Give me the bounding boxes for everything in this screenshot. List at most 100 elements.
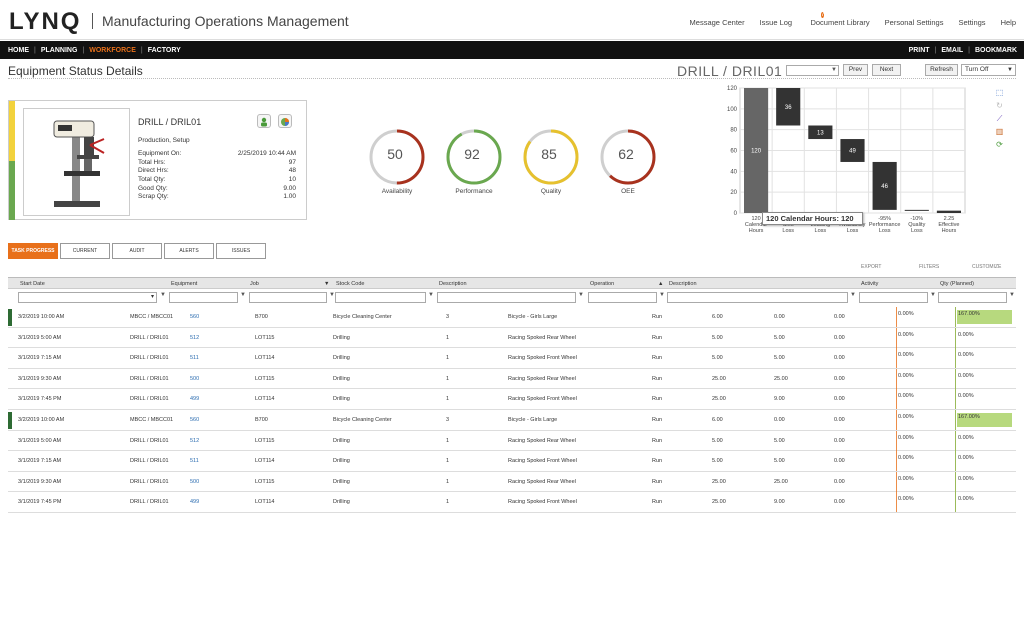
column-header[interactable]: Start Date bbox=[20, 281, 45, 287]
table-row[interactable]: 3/1/2019 7:45 PM DRILL / DRIL01 499 LOT114 D… bbox=[8, 492, 1016, 513]
nav-factory[interactable]: FACTORY bbox=[147, 46, 181, 54]
tab-issues[interactable]: ISSUES bbox=[216, 243, 266, 259]
column-header[interactable]: Job bbox=[250, 281, 259, 287]
next-button[interactable]: Next bbox=[872, 64, 901, 76]
table-row[interactable]: 3/2/2019 10:00 AM MBCC / MBCC01 560 B700 Bic… bbox=[8, 409, 1016, 431]
filter-stock-code[interactable] bbox=[335, 292, 426, 303]
cell-qty: 1 bbox=[446, 334, 450, 341]
filter-icon[interactable]: ▼ bbox=[930, 292, 936, 298]
cell-equip: DRILL / DRIL01 bbox=[130, 396, 169, 403]
cell-eqid[interactable]: 512 bbox=[190, 437, 200, 444]
filter-start-date[interactable]: ▾ bbox=[18, 292, 157, 303]
loop-icon[interactable]: ↻ bbox=[996, 101, 1003, 110]
table-row[interactable]: 3/2/2019 10:00 AM MBCC / MBCC01 560 B700 Bic… bbox=[8, 307, 1016, 328]
document-library-link[interactable]: Document Library bbox=[810, 18, 870, 27]
cell-eqid[interactable]: 512 bbox=[190, 334, 200, 341]
bookmark-link[interactable]: BOOKMARK bbox=[975, 46, 1017, 54]
column-header[interactable]: Description bbox=[669, 281, 697, 287]
nav-planning[interactable]: PLANNING bbox=[40, 46, 78, 54]
filter-icon[interactable]: ▼ bbox=[1009, 292, 1015, 298]
column-header[interactable]: Stock Code bbox=[336, 281, 365, 287]
table-row[interactable]: 3/1/2019 5:00 AM DRILL / DRIL01 512 LOT115 D… bbox=[8, 430, 1016, 452]
column-header[interactable]: Equipment bbox=[171, 281, 198, 287]
filter-operation[interactable] bbox=[588, 292, 657, 303]
equipment-status: Production, Setup bbox=[138, 137, 190, 144]
cell-eqid[interactable]: 560 bbox=[190, 314, 200, 320]
filter-activity[interactable] bbox=[859, 292, 928, 303]
tab-current[interactable]: CURRENT bbox=[60, 243, 110, 259]
cell-b: 5.00 bbox=[774, 355, 785, 362]
app-logo[interactable]: LYNQ bbox=[9, 8, 82, 35]
cell-b: 0.00 bbox=[774, 314, 785, 320]
column-header[interactable]: Description bbox=[439, 281, 467, 287]
prev-button[interactable]: Prev bbox=[843, 64, 868, 76]
filter-icon[interactable]: ▼ bbox=[428, 292, 434, 298]
filter-icon[interactable]: ▼ bbox=[850, 292, 856, 298]
filter-icon[interactable]: ▼ bbox=[160, 292, 166, 298]
filter-icon[interactable]: ▼ bbox=[329, 292, 335, 298]
filter-icon[interactable]: ▼ bbox=[578, 292, 584, 298]
cell-eqid[interactable]: 499 bbox=[190, 396, 200, 403]
column-header[interactable]: Activity bbox=[861, 281, 879, 287]
equipment-select[interactable]: ▼ bbox=[786, 65, 839, 76]
waterfall-bar bbox=[840, 139, 865, 162]
filters-link[interactable]: FILTERS bbox=[919, 264, 940, 270]
cell-eqid[interactable]: 511 bbox=[190, 355, 199, 362]
issue-log-link[interactable]: Issue Log 7 bbox=[760, 12, 825, 29]
cell-eqid[interactable]: 560 bbox=[190, 416, 200, 423]
cell-a: 25.00 bbox=[712, 396, 726, 403]
refresh-button[interactable]: Refresh bbox=[925, 64, 958, 76]
tab-audit[interactable]: AUDIT bbox=[112, 243, 162, 259]
filter-job[interactable] bbox=[249, 292, 327, 303]
sort-icon[interactable]: ▼ bbox=[324, 281, 330, 287]
sort-icon[interactable]: ▲ bbox=[658, 281, 664, 287]
gauge-label: OEE bbox=[621, 188, 635, 195]
cell-eqid[interactable]: 499 bbox=[190, 499, 200, 506]
stat-label: Total Hrs: bbox=[138, 158, 166, 166]
table-row[interactable]: 3/1/2019 9:30 AM DRILL / DRIL01 500 LOT115 D… bbox=[8, 368, 1016, 390]
table-row[interactable]: 3/1/2019 7:15 AM DRILL / DRIL01 511 LOT114 D… bbox=[8, 348, 1016, 369]
operator-icon[interactable] bbox=[257, 114, 271, 128]
customize-link[interactable]: CUSTOMIZE bbox=[972, 264, 1002, 270]
message-center-link[interactable]: Message Center bbox=[689, 18, 745, 27]
cell-eqid[interactable]: 500 bbox=[190, 478, 200, 485]
pie-chart-icon[interactable] bbox=[278, 114, 292, 128]
column-header[interactable]: Qty (Planned) bbox=[940, 281, 974, 287]
filter-icon[interactable]: ▼ bbox=[240, 292, 246, 298]
filter-description[interactable] bbox=[437, 292, 576, 303]
filter-equipment[interactable] bbox=[169, 292, 238, 303]
filter-icon[interactable]: ▼ bbox=[659, 292, 665, 298]
status-bar-top bbox=[9, 101, 15, 161]
personal-settings-link[interactable]: Personal Settings bbox=[884, 18, 944, 27]
export-link[interactable]: EXPORT bbox=[861, 264, 882, 270]
gauge-label: Quality bbox=[540, 188, 562, 195]
cell-eqid[interactable]: 511 bbox=[190, 458, 199, 465]
select-icon[interactable]: ⬚ bbox=[995, 88, 1004, 97]
auto-refresh-select[interactable]: Turn Off ▼ bbox=[961, 64, 1016, 76]
table-row[interactable]: 3/1/2019 7:15 AM DRILL / DRIL01 511 LOT114 D… bbox=[8, 451, 1016, 472]
cell-a: 6.00 bbox=[712, 314, 723, 320]
refresh-icon[interactable]: ⟳ bbox=[996, 140, 1003, 149]
tab-alerts[interactable]: ALERTS bbox=[164, 243, 214, 259]
cell-a: 25.00 bbox=[712, 478, 726, 485]
nav-divider: | bbox=[34, 46, 36, 54]
print-link[interactable]: PRINT bbox=[908, 46, 930, 54]
cell-eqid[interactable]: 500 bbox=[190, 375, 200, 382]
nav-home[interactable]: HOME bbox=[8, 46, 29, 54]
tab-task-progress[interactable]: TASK PROGRESS bbox=[8, 243, 58, 259]
nav-workforce[interactable]: WORKFORCE bbox=[89, 46, 136, 54]
table-row[interactable]: 3/1/2019 5:00 AM DRILL / DRIL01 512 LOT115 D… bbox=[8, 327, 1016, 349]
email-link[interactable]: EMAIL bbox=[941, 46, 964, 54]
drill-press-icon bbox=[53, 120, 105, 207]
filter-qty-planned[interactable] bbox=[938, 292, 1007, 303]
bar-chart-icon[interactable]: ▥ bbox=[995, 127, 1004, 136]
help-link[interactable]: Help bbox=[1000, 18, 1016, 27]
table-row[interactable]: 3/1/2019 9:30 AM DRILL / DRIL01 500 LOT115 D… bbox=[8, 471, 1016, 493]
table-row[interactable]: 3/1/2019 7:45 PM DRILL / DRIL01 499 LOT114 D… bbox=[8, 389, 1016, 410]
settings-link[interactable]: Settings bbox=[958, 18, 986, 27]
filter-description-2[interactable] bbox=[667, 292, 848, 303]
category-label: Hours bbox=[942, 228, 957, 234]
column-header[interactable]: Operation bbox=[590, 281, 615, 287]
line-chart-icon[interactable]: ⟋ bbox=[996, 114, 1003, 123]
stat-label: Total Qty: bbox=[138, 176, 166, 184]
